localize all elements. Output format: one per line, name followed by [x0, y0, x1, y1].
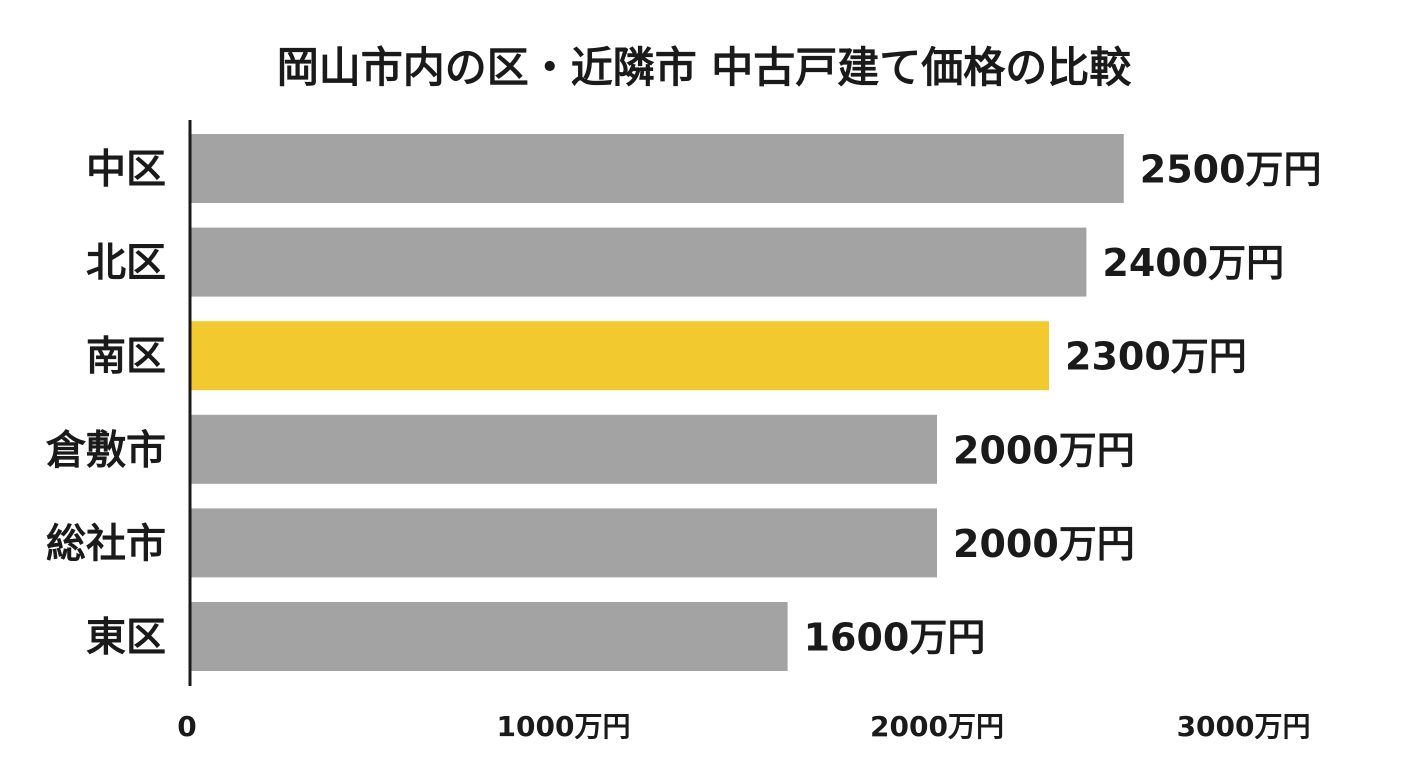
category-label-0: 中区 [86, 147, 166, 193]
bar-5 [190, 602, 788, 671]
x-tick-label-1: 1000万円 [497, 710, 631, 743]
category-label-2: 南区 [86, 334, 166, 380]
x-tick-label-3: 3000万円 [1177, 710, 1311, 743]
value-labels: 2500万円 2400万円 2300万円 2000万円 2000万円 1600万円 [804, 148, 1322, 660]
bar-1 [190, 227, 1087, 297]
bar-4 [190, 508, 937, 578]
category-label-3: 倉敷市 [45, 427, 166, 473]
value-label-3: 2000万円 [953, 428, 1135, 472]
category-label-5: 東区 [86, 615, 166, 661]
value-label-1: 2400万円 [1102, 241, 1284, 285]
bars-layer [190, 134, 1124, 671]
category-label-4: 総社市 [46, 521, 166, 567]
bar-0 [190, 134, 1124, 203]
x-axis-ticks: 0 1000万円 2000万円 3000万円 [177, 710, 1310, 743]
value-label-0: 2500万円 [1140, 148, 1322, 192]
x-tick-label-0: 0 [177, 710, 196, 743]
chart-title: 岡山市内の区・近隣市 中古戸建て価格の比較 [277, 43, 1133, 92]
x-tick-label-2: 2000万円 [870, 710, 1004, 743]
value-label-5: 1600万円 [804, 616, 986, 660]
bar-2 [190, 321, 1050, 391]
bar-3 [190, 414, 937, 484]
category-label-1: 北区 [86, 240, 166, 286]
value-label-4: 2000万円 [953, 522, 1135, 566]
value-label-2: 2300万円 [1065, 335, 1247, 379]
